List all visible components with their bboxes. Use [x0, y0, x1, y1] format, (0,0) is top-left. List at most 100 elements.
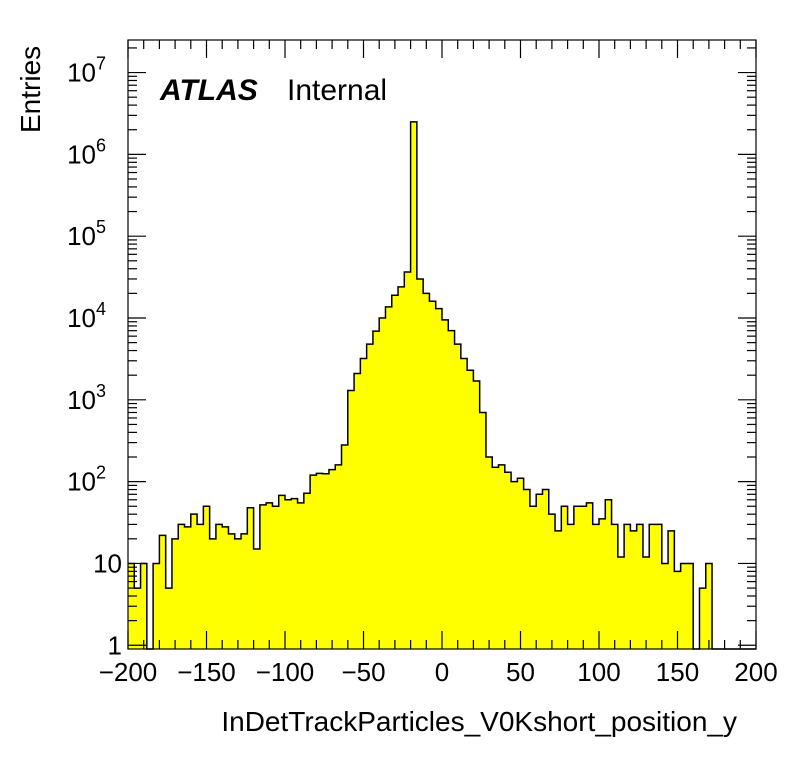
histogram-bin — [322, 473, 330, 649]
y-tick-label: 10 — [93, 548, 122, 578]
histogram-bin — [372, 331, 380, 649]
histogram-bin — [178, 524, 185, 649]
histogram-bin — [586, 502, 594, 649]
histogram-bin — [140, 563, 148, 649]
histogram-bin — [416, 278, 424, 649]
histogram-bin — [435, 308, 443, 649]
histogram-bin — [680, 563, 688, 649]
histogram-bin — [153, 563, 160, 649]
histogram-bin — [171, 538, 179, 649]
histogram-bin — [222, 526, 229, 649]
histogram-bin — [184, 526, 192, 649]
histogram-bin — [529, 506, 537, 649]
histogram-bin — [398, 286, 405, 649]
histogram-bin — [442, 319, 449, 649]
histogram-bin — [203, 506, 210, 649]
histogram-bin — [247, 507, 254, 649]
histogram-bin — [479, 412, 487, 649]
x-tick-label: −50 — [341, 657, 385, 687]
x-tick-label: 200 — [734, 657, 777, 687]
histogram-bin — [668, 530, 675, 649]
histogram-bin — [253, 549, 261, 649]
atlas-status-label: Internal — [287, 74, 387, 107]
x-tick-label: −100 — [256, 657, 315, 687]
histogram-bin — [354, 373, 361, 649]
histogram-bin — [511, 481, 518, 649]
histogram-bin — [630, 530, 637, 649]
histogram-bin — [605, 499, 612, 649]
x-tick-label: 100 — [577, 657, 620, 687]
y-tick-label: 103 — [67, 381, 106, 415]
histogram-bars — [128, 121, 713, 649]
histogram-bin — [642, 556, 650, 649]
histogram-bin — [278, 495, 286, 649]
y-tick-label: 107 — [67, 54, 106, 88]
histogram-bin — [410, 121, 418, 649]
x-tick-label: 150 — [656, 657, 699, 687]
histogram-bin — [492, 467, 499, 649]
histogram-bin — [699, 588, 707, 649]
histogram-outline — [128, 121, 756, 650]
histogram-bin — [542, 489, 550, 649]
histogram-bin — [423, 293, 430, 649]
histogram-bin — [159, 535, 166, 649]
histogram-bin — [429, 301, 437, 649]
histogram-bin — [272, 506, 280, 649]
histogram-bin — [234, 538, 242, 649]
x-axis-tick-labels: −200 −150 −100 −50 0 50 100 150 200 — [99, 657, 778, 687]
histogram-bin — [259, 504, 267, 649]
histogram-bin — [134, 588, 141, 649]
x-axis-title: InDetTrackParticles_V0Kshort_position_y — [221, 706, 737, 737]
histogram-bin — [285, 499, 292, 649]
histogram-bin — [266, 502, 273, 649]
histogram-bin — [467, 370, 474, 649]
histogram-bin — [498, 464, 506, 649]
histogram-bin — [611, 524, 619, 649]
y-tick-label: 1 — [108, 630, 122, 660]
histogram-bin — [536, 494, 543, 649]
histogram-bin — [548, 514, 556, 649]
y-tick-label: 105 — [67, 217, 106, 251]
histogram-bin — [190, 514, 198, 649]
histogram-bin — [391, 295, 399, 649]
y-tick-label: 106 — [67, 135, 106, 169]
histogram-bin — [705, 563, 713, 649]
histogram-bin — [517, 478, 524, 649]
histogram-bin — [523, 489, 531, 649]
histogram-bin — [335, 464, 342, 649]
histogram-bin — [567, 524, 575, 649]
histogram-bin — [310, 475, 317, 649]
histogram-bin — [636, 524, 644, 649]
histogram-bin — [215, 524, 223, 649]
histogram-bin — [686, 563, 694, 649]
histogram-bin — [573, 506, 581, 649]
histogram-bin — [379, 317, 386, 649]
histogram-bin — [366, 344, 374, 649]
histogram-bin — [504, 472, 512, 649]
x-tick-label: 0 — [435, 657, 449, 687]
histogram-bin — [674, 571, 681, 649]
histogram-bin — [303, 493, 311, 649]
histogram-bin — [580, 506, 587, 649]
y-tick-label: 102 — [67, 463, 106, 497]
histogram-bin — [165, 588, 173, 649]
histogram-bin — [661, 563, 669, 649]
histogram-bin — [291, 498, 298, 649]
histogram-bin — [404, 271, 411, 649]
histogram-bin — [617, 556, 625, 649]
histogram-bin — [347, 390, 355, 649]
histogram-bin — [328, 469, 336, 649]
y-axis-ticks — [128, 47, 756, 646]
histogram-bin — [241, 533, 248, 649]
histogram-bin — [460, 358, 468, 649]
histogram-bin — [473, 380, 480, 649]
histogram-bin — [197, 524, 204, 649]
histogram-bin — [599, 518, 606, 649]
x-tick-label: −200 — [99, 657, 158, 687]
histogram-bin — [341, 445, 349, 649]
histogram-bin — [385, 306, 393, 649]
histogram-bin — [316, 473, 323, 649]
histogram-bin — [655, 524, 663, 649]
atlas-label: ATLAS — [159, 74, 258, 107]
